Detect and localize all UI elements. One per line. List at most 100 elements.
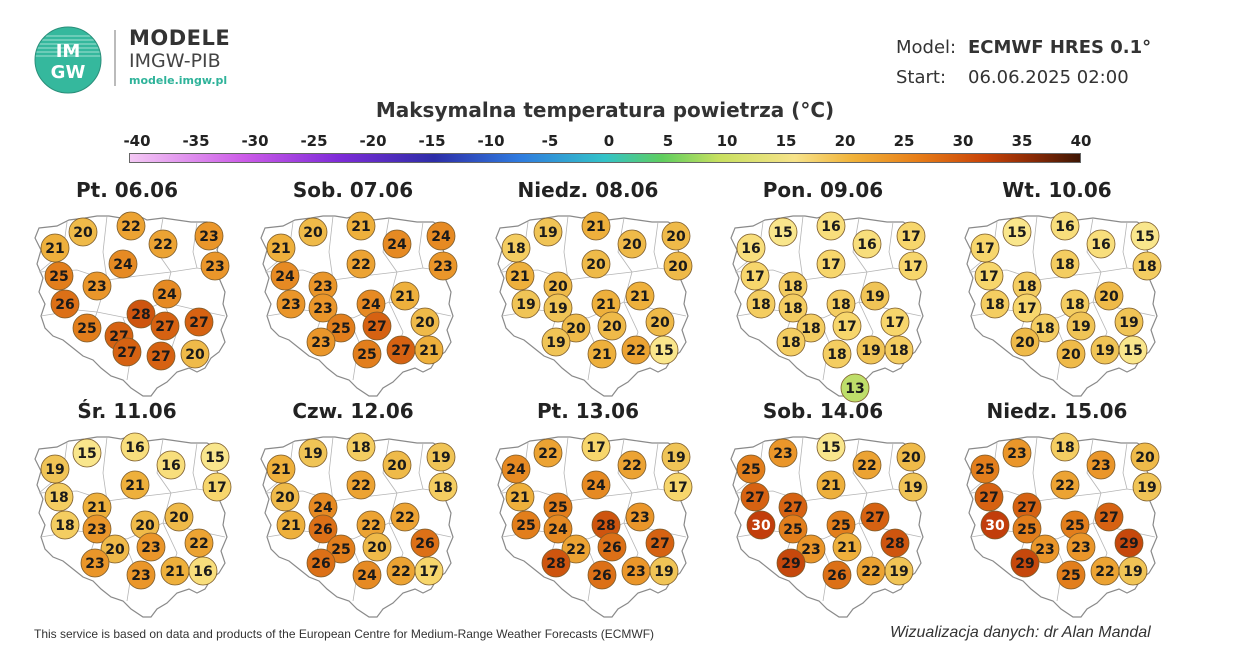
station-marker [126,560,156,590]
station-marker [270,261,300,291]
station-marker [1132,251,1162,281]
station-marker [1050,249,1080,279]
station-marker [736,233,766,263]
station-marker [276,510,306,540]
station-temp-label: 19 [865,289,884,305]
station-temp-label: 25 [516,518,535,534]
station-temp-label: 17 [1017,301,1036,317]
station-temp-label: 18 [1065,297,1084,313]
start-value: 06.06.2025 02:00 [968,67,1129,88]
station-temp-label: 20 [415,315,435,331]
station-temp-label: 18 [783,279,802,295]
station-temp-label: 15 [821,440,840,456]
station-temp-label: 26 [415,536,434,552]
station-marker [72,313,102,343]
station-marker [561,313,591,343]
station-temp-label: 21 [837,540,856,556]
colorbar-tick: 25 [893,132,915,150]
station-temp-label: 24 [313,500,333,516]
station-marker [898,472,928,502]
colorbar-tick: 20 [834,132,856,150]
visualization-credit: Wizualizacja danych: dr Alan Mandal [890,624,1151,641]
station-temp-label: 20 [586,257,606,273]
station-marker [200,251,230,281]
station-marker [778,293,808,323]
station-temp-label: 23 [281,297,300,313]
station-marker [816,211,846,241]
station-temp-label: 21 [125,478,144,494]
station-marker [148,229,178,259]
station-marker [816,470,846,500]
station-marker [597,532,627,562]
colorbar-tick: 0 [603,132,615,150]
station-temp-label: 21 [271,241,290,257]
station-marker [880,307,910,337]
station-marker [1050,432,1080,462]
station-marker [511,289,541,319]
region-border [888,221,894,269]
station-temp-label: 18 [801,321,820,337]
region-border [1122,221,1128,269]
station-temp-label: 26 [55,297,74,313]
brand-url-link[interactable]: modele.imgw.pl [129,74,228,87]
station-temp-label: 22 [538,446,557,462]
station-marker [346,249,376,279]
colorbar-tick: -40 [123,132,151,150]
region-border [192,442,198,490]
station-marker [270,482,300,512]
station-marker [266,454,296,484]
station-marker [581,249,611,279]
station-temp-label: 17 [207,480,226,496]
station-temp-label: 25 [49,269,68,285]
station-temp-label: 28 [131,307,150,323]
day-title: Wt. 10.06 [1002,178,1112,202]
station-marker [362,532,392,562]
station-temp-label: 18 [831,297,850,313]
station-temp-label: 25 [548,500,567,516]
station-temp-label: 23 [433,259,452,275]
station-temp-label: 19 [303,446,322,462]
station-marker [266,233,296,263]
station-temp-label: 20 [1061,347,1081,363]
station-marker [308,293,338,323]
station-temp-label: 23 [87,279,106,295]
station-marker [116,211,146,241]
station-marker [80,548,110,578]
station-marker [587,339,617,369]
station-marker [120,432,150,462]
station-temp-label: 21 [281,518,300,534]
colorbar-ticks: -40 -35 -30 -25 -20 -15 -10 -5 0 5 10 15 20 25 30 35 40 [123,132,1091,152]
station-temp-label: 21 [45,241,64,257]
station-marker [1086,229,1116,259]
station-marker [306,327,336,357]
model-value: ECMWF HRES 0.1° [968,37,1152,58]
station-temp-label: 21 [165,564,184,580]
station-temp-label: 22 [857,458,876,474]
station-marker [980,510,1010,540]
station-temp-label: 25 [77,321,96,337]
station-temp-label: 19 [861,343,880,359]
colorbar-tick: 10 [716,132,738,150]
station-temp-label: 17 [668,480,687,496]
day-title: Sob. 14.06 [762,399,884,423]
station-marker [426,442,456,472]
station-marker [852,450,882,480]
station-marker [1086,450,1116,480]
station-temp-label: 22 [351,257,370,273]
station-temp-label: 16 [857,237,876,253]
station-marker [860,502,890,532]
station-marker [112,337,142,367]
station-temp-label: 18 [1055,257,1074,273]
station-temp-label: 25 [975,462,994,478]
station-temp-label: 22 [351,478,370,494]
station-temp-label: 20 [622,237,642,253]
station-marker [136,532,166,562]
station-temp-label: 23 [87,522,106,538]
station-marker [108,249,138,279]
station-temp-label: 28 [596,518,615,534]
station-marker [308,514,338,544]
station-marker [505,261,535,291]
station-temp-label: 20 [105,542,125,558]
station-marker [1002,438,1032,468]
station-temp-label: 20 [387,458,407,474]
